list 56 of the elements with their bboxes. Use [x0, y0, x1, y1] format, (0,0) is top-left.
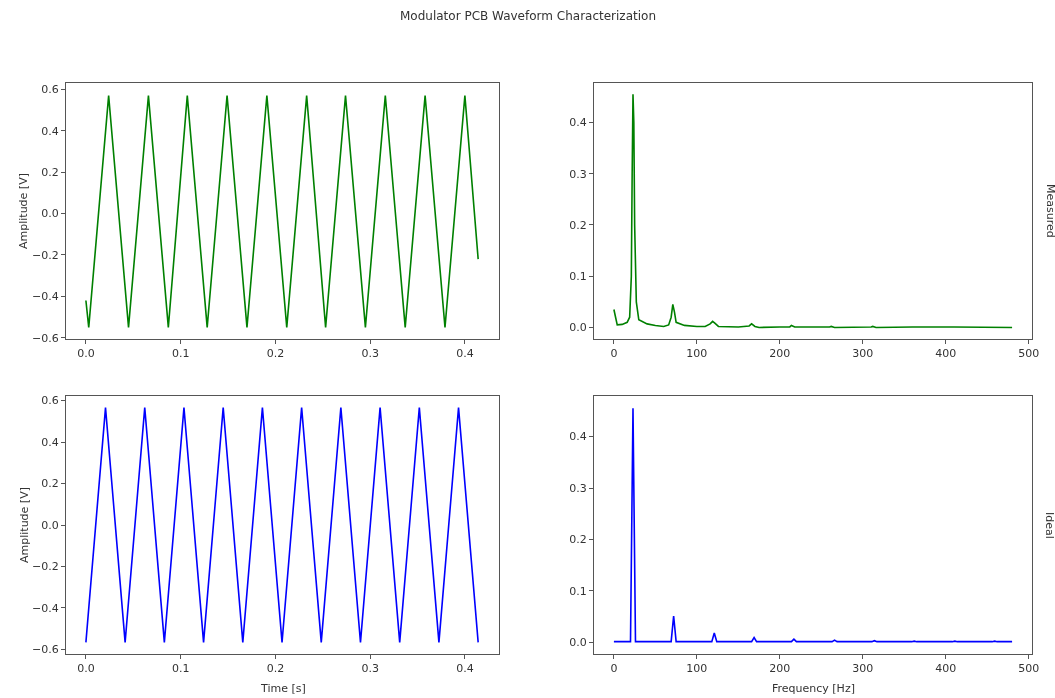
- x-tick-label: 300: [852, 347, 874, 361]
- y-tick-label: 0.0: [41, 207, 59, 221]
- x-tick-label: 200: [769, 347, 791, 361]
- x-tick-label: 0.1: [171, 347, 190, 361]
- y-tick-label: 0.2: [569, 533, 587, 547]
- y-tick-label: −0.4: [32, 290, 59, 304]
- line-series: [613, 407, 1013, 643]
- x-tick-label: 400: [935, 347, 957, 361]
- y-tick-label: −0.4: [32, 601, 59, 615]
- x-tick-label: 100: [686, 347, 708, 361]
- x-tick-label: 300: [852, 662, 874, 676]
- y-tick-label: 0.0: [569, 636, 587, 650]
- y-tick-label: 0.1: [569, 270, 587, 284]
- y-tick-label: 0.6: [41, 394, 59, 408]
- y-tick-label: 0.3: [569, 481, 587, 495]
- y-tick-label: 0.0: [569, 321, 587, 335]
- y-tick-label: −0.2: [32, 248, 59, 262]
- x-tick-label: 0.4: [456, 347, 474, 361]
- y-axis-title: Amplitude [V]: [18, 487, 31, 563]
- y-tick-label: 0.4: [569, 430, 587, 444]
- y-axis-title: Ideal: [1043, 512, 1055, 539]
- y-tick-label: 0.1: [569, 584, 587, 598]
- x-tick-label: 0.0: [77, 347, 95, 361]
- y-tick-label: 0.0: [41, 518, 59, 532]
- x-axis-title: Time [s]: [260, 682, 306, 695]
- y-tick-label: 0.4: [569, 116, 587, 130]
- x-tick-label: 500: [1018, 347, 1040, 361]
- y-tick-label: −0.6: [32, 643, 59, 657]
- x-tick-label: 0.0: [77, 662, 95, 676]
- y-tick-label: 0.3: [569, 167, 587, 181]
- x-tick-label: 0: [610, 347, 618, 361]
- line-series: [85, 94, 479, 329]
- x-tick-label: 0.3: [361, 347, 379, 361]
- y-tick-label: 0.4: [41, 435, 59, 449]
- y-tick-label: 0.6: [41, 83, 59, 97]
- x-tick-label: 100: [686, 662, 708, 676]
- y-tick-label: 0.2: [569, 218, 587, 232]
- x-tick-label: 0.1: [171, 662, 190, 676]
- y-tick-label: −0.2: [32, 560, 59, 574]
- x-axis-title: Frequency [Hz]: [772, 682, 855, 695]
- text: Modulator PCB Waveform Characterization: [400, 9, 657, 23]
- y-tick-label: −0.6: [32, 331, 59, 345]
- y-tick-label: 0.2: [41, 477, 59, 491]
- y-axis-title: Measured: [1044, 184, 1055, 238]
- y-axis-title: Amplitude [V]: [17, 173, 30, 249]
- x-tick-label: 0.2: [266, 662, 285, 676]
- line-series: [613, 93, 1013, 329]
- x-tick-label: 0.3: [361, 662, 379, 676]
- y-tick-label: 0.4: [41, 124, 59, 138]
- x-tick-label: 0.4: [456, 662, 474, 676]
- x-tick-label: 200: [769, 662, 791, 676]
- x-tick-label: 500: [1018, 662, 1040, 676]
- x-tick-label: 400: [935, 662, 957, 676]
- x-tick-label: 0: [610, 662, 618, 676]
- y-tick-label: 0.2: [41, 166, 59, 180]
- x-tick-label: 0.2: [266, 347, 285, 361]
